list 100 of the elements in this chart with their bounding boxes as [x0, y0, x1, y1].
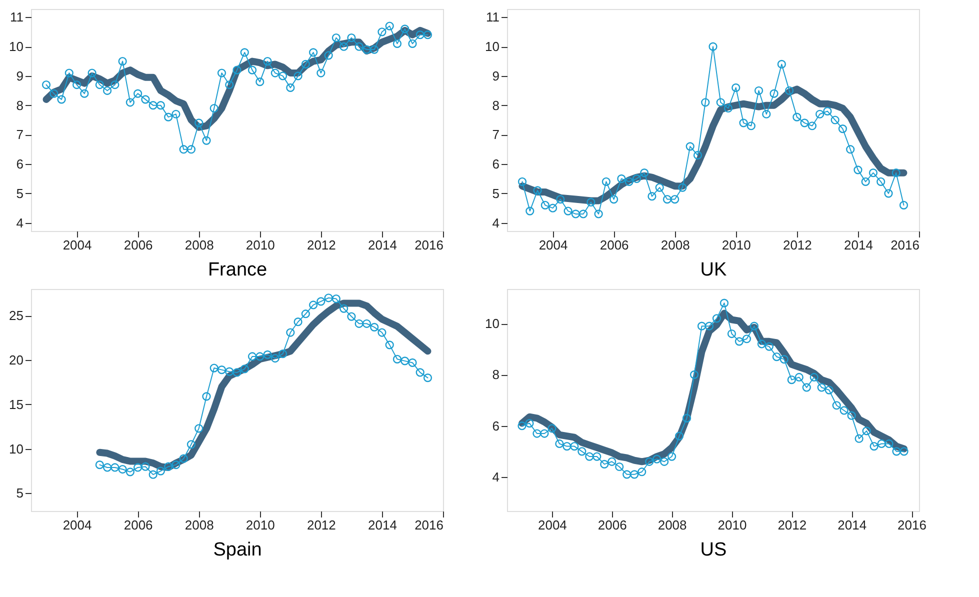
- point: [179, 145, 188, 154]
- point: [186, 440, 196, 449]
- y-tick-label: 6: [16, 156, 24, 172]
- point: [645, 457, 654, 466]
- x-tick-label: 2010: [246, 238, 275, 252]
- point: [787, 375, 796, 384]
- y-tick-label: 25: [9, 308, 24, 324]
- point: [332, 33, 340, 42]
- point: [210, 364, 218, 372]
- point: [225, 367, 234, 376]
- y-tick-label: 4: [492, 469, 500, 484]
- point: [704, 322, 714, 330]
- point: [416, 30, 424, 40]
- point: [900, 447, 908, 456]
- point: [830, 116, 840, 124]
- point: [780, 355, 788, 364]
- point: [712, 314, 722, 323]
- point: [126, 98, 134, 107]
- point: [784, 86, 794, 95]
- point: [770, 89, 778, 98]
- point: [877, 439, 886, 448]
- point: [72, 80, 82, 90]
- point: [526, 206, 534, 216]
- point: [340, 42, 348, 51]
- point: [134, 463, 142, 472]
- point: [615, 462, 624, 472]
- point: [225, 80, 234, 90]
- point: [697, 322, 706, 330]
- x-tick-label: 2004: [62, 238, 92, 252]
- y-tick-label: 10: [9, 39, 24, 54]
- point: [674, 432, 684, 440]
- point: [423, 30, 432, 40]
- point: [286, 328, 295, 337]
- x-tick-label: 2004: [62, 518, 92, 532]
- y-tick-label: 6: [492, 418, 500, 434]
- point: [622, 470, 632, 479]
- point: [727, 329, 736, 338]
- y-tick-label: 6: [492, 156, 500, 172]
- y-tick-label: 9: [492, 68, 500, 84]
- point: [102, 86, 112, 95]
- point: [734, 337, 744, 346]
- x-tick-label: 2016: [414, 238, 444, 252]
- point: [533, 186, 542, 195]
- point: [370, 322, 379, 332]
- point: [670, 194, 680, 204]
- y-tick-label: 10: [485, 39, 500, 54]
- point: [792, 112, 802, 122]
- point: [652, 454, 662, 464]
- point: [854, 434, 864, 443]
- point: [742, 334, 752, 344]
- x-tick-label: 2006: [598, 518, 627, 532]
- point: [564, 206, 572, 216]
- point: [823, 106, 832, 116]
- x-tick-label: 2008: [658, 518, 687, 532]
- point: [210, 104, 218, 113]
- point: [832, 401, 841, 410]
- point: [585, 452, 594, 461]
- point: [846, 145, 855, 154]
- point: [308, 300, 318, 310]
- point: [278, 350, 288, 358]
- point: [602, 177, 610, 186]
- point: [817, 383, 826, 392]
- x-tick-label: 2016: [414, 518, 444, 532]
- point: [240, 364, 249, 374]
- point: [660, 457, 669, 466]
- point: [899, 200, 908, 210]
- point: [126, 468, 134, 476]
- point: [354, 319, 364, 328]
- point: [362, 319, 372, 328]
- point: [248, 66, 257, 74]
- x-tick-label: 2014: [838, 518, 867, 532]
- point: [690, 370, 699, 379]
- y-tick-label: 10: [9, 441, 24, 456]
- point: [95, 460, 104, 470]
- x-tick-label: 2006: [600, 238, 629, 252]
- point: [840, 406, 848, 415]
- point: [800, 118, 809, 128]
- point: [701, 98, 710, 107]
- x-tick-label: 2006: [124, 518, 153, 532]
- point: [217, 366, 226, 374]
- point: [385, 340, 394, 350]
- point: [172, 460, 180, 470]
- y-tick-label: 11: [486, 10, 500, 25]
- point: [202, 392, 211, 401]
- point: [118, 464, 127, 474]
- point: [408, 39, 417, 48]
- point: [95, 80, 104, 90]
- point: [532, 429, 542, 438]
- point: [638, 468, 646, 476]
- point: [102, 463, 112, 472]
- point: [134, 89, 142, 98]
- point: [562, 442, 572, 451]
- point: [232, 66, 242, 74]
- point: [270, 68, 280, 78]
- point: [301, 60, 310, 69]
- y-tick-label: 7: [16, 127, 24, 142]
- point: [764, 342, 774, 351]
- point: [286, 83, 295, 92]
- point: [263, 350, 272, 360]
- point: [186, 145, 196, 154]
